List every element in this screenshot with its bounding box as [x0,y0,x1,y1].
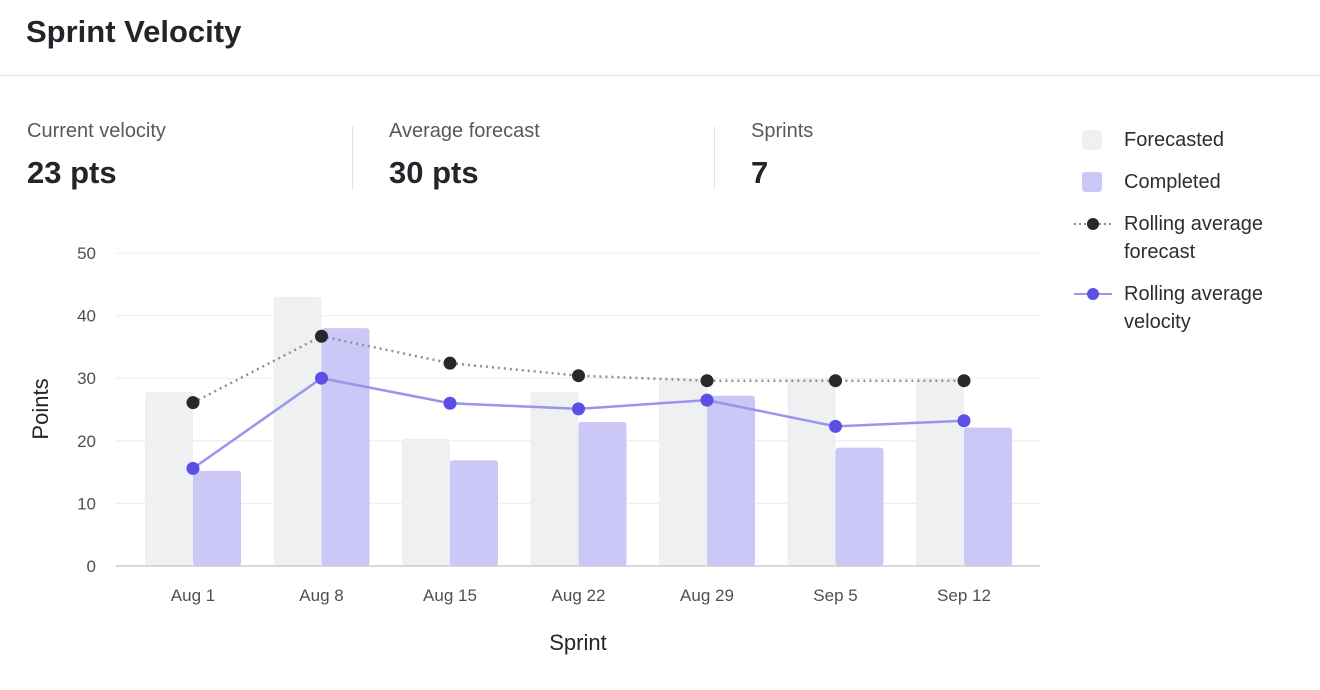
x-tick-label: Aug 15 [423,586,477,605]
rolling-velocity-point [443,396,457,410]
y-tick-label: 0 [87,557,96,576]
forecasted-bar [916,378,964,566]
stat-label: Current velocity [27,120,166,142]
legend-item-completed: Completed [1074,168,1314,196]
header: Sprint Velocity [0,0,1320,76]
stat-current-velocity: Current velocity 23 pts [27,120,166,191]
rolling-forecast-point [829,374,842,388]
forecasted-bar [659,378,707,566]
page-title: Sprint Velocity [26,14,242,49]
x-tick-label: Aug 8 [299,586,343,605]
completed-bar [321,328,370,566]
rolling-forecast-point [443,356,457,370]
y-tick-label: 30 [77,369,96,388]
x-tick-label: Sep 5 [813,586,857,605]
completed-bar [707,395,755,566]
y-axis-title: Points [28,378,53,439]
stat-value: 30 pts [389,155,479,190]
legend-label: Rolling average forecast [1124,213,1263,263]
rolling-forecast-point [315,329,328,343]
y-tick-label: 10 [77,494,96,513]
y-tick-label: 40 [77,307,96,326]
stat-divider [714,126,715,190]
rolling-velocity-point [829,419,842,433]
x-axis-title: Sprint [549,630,606,655]
stat-label: Sprints [751,120,814,142]
legend-label: Completed [1124,171,1221,193]
forecasted-bar [273,296,322,566]
completed-bar [964,427,1012,566]
rolling-velocity-point [315,371,328,385]
legend-item-rolling-velocity: Rolling average velocity [1074,280,1314,336]
x-tick-label: Aug 22 [552,586,606,605]
rolling-forecast-swatch [1074,218,1112,230]
rolling-velocity-swatch [1074,288,1112,300]
x-tick-label: Sep 12 [937,586,991,605]
forecasted-bar [402,438,450,566]
y-tick-label: 20 [77,432,96,451]
completed-bar [835,447,884,566]
x-tick-label: Aug 29 [680,586,734,605]
stat-label: Average forecast [389,120,540,142]
completed-bar [193,470,241,566]
forecasted-bar [145,391,193,566]
stat-average-forecast: Average forecast 30 pts [389,120,540,191]
x-tick-label: Aug 1 [171,586,215,605]
completed-bar [450,460,498,566]
rolling-forecast-point [700,374,714,388]
chart-legend: Forecasted Completed Rolling average for… [1074,126,1314,350]
velocity-chart: 0 10 20 30 40 50 Aug 1 Aug 8 Aug 15 Aug 22 Aug 29 S… [28,244,1040,655]
legend-item-forecasted: Forecasted [1074,126,1314,154]
rolling-forecast-point [572,369,585,383]
y-tick-label: 50 [77,244,96,263]
stat-value: 23 pts [27,155,117,190]
stat-value: 7 [751,155,769,190]
forecasted-swatch [1082,130,1102,150]
completed-swatch [1082,172,1102,192]
forecasted-bar [787,378,836,566]
rolling-velocity-point [957,414,971,428]
stat-sprints: Sprints 7 [751,120,813,191]
rolling-forecast-point [186,396,200,410]
legend-label: Forecasted [1124,129,1225,151]
legend-label: Rolling average velocity [1124,283,1263,333]
rolling-velocity-point [572,402,585,416]
forecasted-bar [530,391,579,566]
legend-item-rolling-forecast: Rolling average forecast [1074,210,1314,266]
rolling-velocity-point [186,461,200,475]
completed-bar [578,422,627,566]
rolling-velocity-point [700,393,714,407]
stat-divider [352,126,353,190]
rolling-forecast-point [957,374,971,388]
